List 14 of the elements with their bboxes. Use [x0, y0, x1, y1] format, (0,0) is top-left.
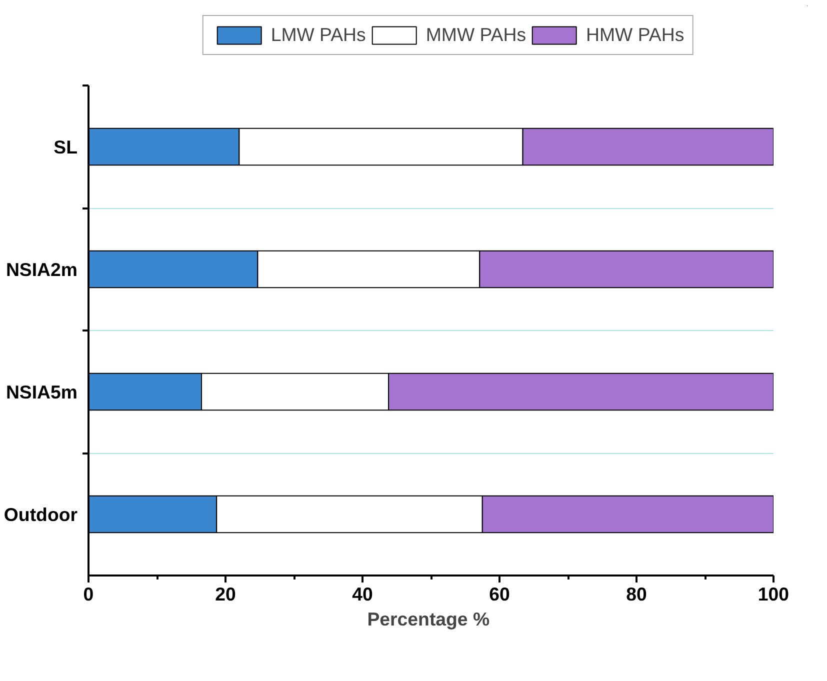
x-axis-title: Percentage % — [367, 608, 490, 630]
x-tick-label: 20 — [215, 584, 236, 604]
x-tick-label: 40 — [352, 584, 373, 604]
legend-label: LMW PAHs — [270, 24, 366, 46]
legend-label: HMW PAHs — [586, 24, 684, 46]
y-tick-label: NSIA2m — [6, 258, 78, 280]
legend-label: MMW PAHs — [426, 24, 526, 46]
x-tick-label: 80 — [626, 584, 647, 604]
x-tick-label: 0 — [83, 584, 94, 604]
y-tick-label: Outdoor — [4, 504, 78, 525]
x-tick-label: 60 — [489, 584, 510, 604]
y-tick-label: SL — [54, 136, 78, 158]
x-tick-label: 100 — [758, 584, 790, 604]
y-tick-label: NSIA5m — [6, 381, 78, 402]
